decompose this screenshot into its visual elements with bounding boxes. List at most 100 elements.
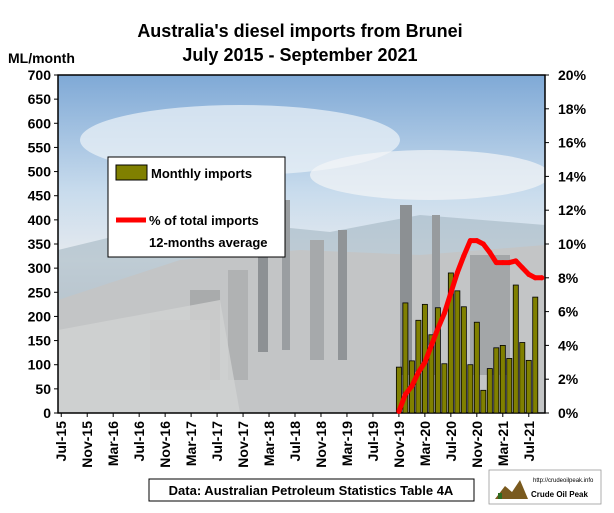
line-point xyxy=(441,310,447,316)
legend-bar-label: Monthly imports xyxy=(151,166,252,181)
line-point xyxy=(480,241,486,247)
source-box xyxy=(148,478,475,502)
bar xyxy=(519,342,526,414)
line-point xyxy=(461,253,467,259)
left-y-tick-label: 450 xyxy=(28,188,52,204)
x-tick-label: Nov-15 xyxy=(79,421,95,468)
line-series xyxy=(396,238,545,414)
right-y-tick-label: 4% xyxy=(558,337,579,353)
logo-name: Crude Oil Peak xyxy=(531,490,588,499)
y-axis-unit-label: ML/month xyxy=(8,50,75,66)
background-photo xyxy=(58,75,545,413)
line-point xyxy=(474,238,480,244)
bar xyxy=(486,368,493,414)
x-tick-label: Jul-19 xyxy=(365,421,381,462)
bar xyxy=(441,363,448,414)
left-y-tick-label: 150 xyxy=(28,333,52,349)
right-y-tick-label: 10% xyxy=(558,236,587,252)
line-point xyxy=(487,249,493,255)
right-y-tick-label: 0% xyxy=(558,405,579,421)
left-y-tick-label: 250 xyxy=(28,284,52,300)
line-point xyxy=(435,326,441,331)
right-y-tick-label: 12% xyxy=(558,202,587,218)
bar xyxy=(493,347,500,414)
line-point xyxy=(513,258,519,264)
line-point xyxy=(493,260,499,266)
line-point xyxy=(500,260,506,266)
bar xyxy=(473,321,480,414)
left-y-tick-label: 50 xyxy=(35,381,51,397)
x-tick-label: Mar-19 xyxy=(339,421,355,466)
x-tick-label: Jul-15 xyxy=(53,421,69,462)
right-y-tick-label: 16% xyxy=(558,135,587,151)
left-y-tick-label: 700 xyxy=(28,67,52,83)
right-y-tick-label: 20% xyxy=(558,67,587,83)
left-y-tick-label: 600 xyxy=(28,115,52,131)
line-point xyxy=(415,369,421,375)
left-y-tick-label: 100 xyxy=(28,357,52,373)
x-tick-label: Nov-20 xyxy=(469,421,485,468)
right-y-tick-label: 14% xyxy=(558,168,587,184)
x-tick-label: Mar-16 xyxy=(105,421,121,466)
bar xyxy=(499,344,506,414)
left-y-tick-label: 0 xyxy=(43,405,51,421)
bar xyxy=(428,334,435,414)
x-tick-label: Jul-20 xyxy=(443,421,459,462)
legend-bar-swatch xyxy=(115,164,148,181)
bar xyxy=(467,364,474,414)
line-point xyxy=(409,383,415,389)
x-tick-label: Jul-17 xyxy=(209,421,225,462)
x-tick-label: Mar-18 xyxy=(261,421,277,466)
source-text: Data: Australian Petroleum Statistics Ta… xyxy=(169,483,454,498)
bar xyxy=(454,290,461,414)
legend: Monthly imports % of total imports 12-mo… xyxy=(107,156,286,258)
left-y-axis: 0 50 100 150 200 250 300 350 400 450 500 550 600 650 7… xyxy=(28,67,58,421)
legend-line-label-2: 12-months average xyxy=(149,235,268,250)
line-point xyxy=(402,391,408,397)
left-y-tick-label: 300 xyxy=(28,260,52,276)
x-tick-label: Mar-21 xyxy=(495,421,511,466)
bar xyxy=(460,306,467,414)
legend-line-label-1: % of total imports xyxy=(149,213,259,228)
left-y-tick-label: 650 xyxy=(28,91,52,107)
line-point xyxy=(448,290,454,296)
crude-oil-peak-logo: http://crudeoilpeak.info Crude Oil Peak xyxy=(488,469,602,505)
right-y-tick-label: 8% xyxy=(558,270,579,286)
x-tick-label: Mar-20 xyxy=(417,421,433,466)
x-tick-label: Nov-17 xyxy=(235,421,251,468)
x-tick-label: Nov-18 xyxy=(313,421,329,468)
line-point xyxy=(396,408,402,414)
x-tick-label: Nov-16 xyxy=(157,421,173,468)
line-point xyxy=(428,342,434,348)
bar xyxy=(434,307,441,414)
left-y-tick-label: 350 xyxy=(28,236,52,252)
chart-subtitle: July 2015 - September 2021 xyxy=(182,45,417,65)
line-point xyxy=(532,275,538,281)
chart-title: Australia's diesel imports from Brunei xyxy=(137,21,462,41)
x-tick-label: Jul-21 xyxy=(521,421,537,462)
line-point xyxy=(519,265,525,271)
left-y-tick-label: 500 xyxy=(28,164,52,180)
bar xyxy=(525,359,532,414)
line-point xyxy=(422,359,428,365)
bar-series xyxy=(395,272,539,414)
bar xyxy=(512,284,519,414)
left-y-tick-label: 400 xyxy=(28,212,52,228)
line-point xyxy=(454,270,460,276)
right-y-tick-label: 6% xyxy=(558,304,579,320)
bar xyxy=(506,358,513,414)
left-y-tick-label: 200 xyxy=(28,308,52,324)
right-y-tick-label: 18% xyxy=(558,101,587,117)
source-note: Data: Australian Petroleum Statistics Ta… xyxy=(148,478,475,502)
bar xyxy=(402,302,409,414)
line-point xyxy=(467,238,473,244)
line-point xyxy=(539,275,545,281)
x-axis: Jul-15 Nov-15 Mar-16 Jul-16 Nov-16 Mar-17 Jul-… xyxy=(53,413,537,468)
x-tick-label: Mar-17 xyxy=(183,421,199,466)
line-point xyxy=(526,271,532,277)
bar xyxy=(532,296,539,414)
bar xyxy=(480,389,487,414)
line-point xyxy=(506,260,512,266)
x-tick-label: Nov-19 xyxy=(391,421,407,468)
